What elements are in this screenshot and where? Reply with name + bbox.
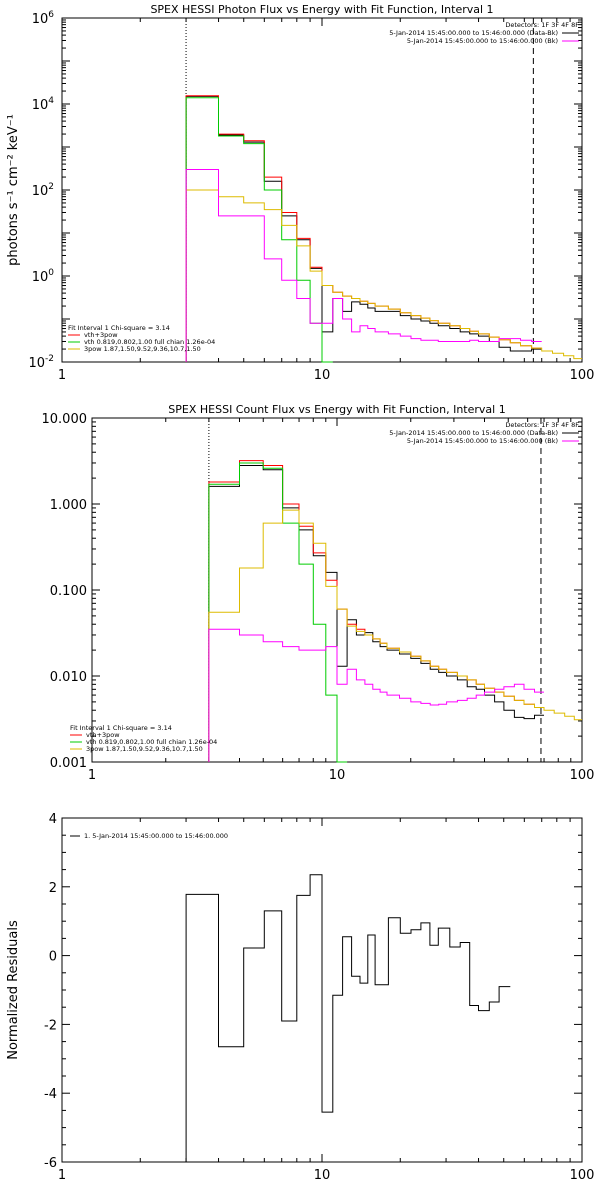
count-fit-legend-entry: 3pow 1.87,1.50,9.52,9.36,10.7,1.50: [86, 745, 203, 753]
residuals-y-tick-label: -4: [44, 1087, 57, 1102]
photon-y-axis-label: photons s⁻¹ cm⁻² keV⁻¹: [6, 114, 21, 266]
count-series-data-bk-line: [208, 465, 544, 762]
photon-fit-legend-entry: 3pow 1.87,1.50,9.52,9.36,10.7,1.50: [84, 345, 201, 353]
count-fit-legend-entry: vth+3pow: [86, 731, 120, 739]
photon-series-3pow-line: [185, 189, 582, 362]
photon-y-tick-label: 104: [32, 96, 55, 113]
count-fit-legend-header: Fit Interval 1 Chi-square = 3.14: [70, 724, 172, 732]
photon-fit-legend-header: Fit Interval 1 Chi-square = 3.14: [68, 324, 170, 332]
photon-flux-plot: SPEX HESSI Photon Flux vs Energy with Fi…: [6, 3, 594, 383]
residuals-y-tick-label: 4: [49, 812, 57, 827]
photon-fit-legend-entry: vth+3pow: [84, 331, 118, 339]
residuals-y-tick-label: 2: [49, 881, 57, 896]
count-x-tick-label: 1: [88, 768, 96, 783]
count-chart-title: SPEX HESSI Count Flux vs Energy with Fit…: [168, 403, 505, 416]
photon-legend-entry: 5-Jan-2014 15:45:00.000 to 15:46:00.000 …: [389, 29, 558, 37]
photon-x-tick-label: 100: [570, 368, 595, 383]
residuals-legend-entry: 1. 5-Jan-2014 15:45:00.000 to 15:46:00.0…: [84, 832, 228, 840]
residuals-y-tick-label: -2: [44, 1018, 57, 1033]
count-legend-entry: 5-Jan-2014 15:45:00.000 to 15:46:00.000 …: [407, 437, 558, 445]
count-y-tick-label: 1.000: [50, 498, 87, 513]
photon-x-tick-label: 10: [314, 368, 331, 383]
count-y-tick-label: 0.010: [50, 670, 87, 685]
count-y-tick-label: 10.000: [42, 412, 88, 427]
count-flux-plot: SPEX HESSI Count Flux vs Energy with Fit…: [42, 403, 595, 783]
photon-y-tick-label: 10-2: [28, 354, 54, 371]
count-x-tick-label: 100: [570, 768, 595, 783]
photon-series-vth-line: [185, 97, 333, 363]
photon-series-bk-line: [185, 169, 542, 362]
count-y-tick-label: 0.100: [50, 584, 87, 599]
photon-y-tick-label: 102: [32, 182, 54, 199]
count-series-3pow-line: [208, 509, 582, 762]
count-legend-header: Detectors: 1F 3F 4F 8F: [505, 421, 579, 429]
count-x-tick-label: 10: [329, 768, 346, 783]
residuals-x-tick-label: 10: [314, 1168, 331, 1183]
photon-y-tick-label: 106: [32, 10, 55, 27]
photon-legend-header: Detectors: 1F 3F 4F 8F: [505, 21, 579, 29]
photon-y-tick-label: 100: [32, 268, 55, 285]
count-series-vth-3pow-line: [208, 460, 544, 762]
count-legend-entry: 5-Jan-2014 15:45:00.000 to 15:46:00.000 …: [389, 429, 558, 437]
photon-legend-entry: 5-Jan-2014 15:45:00.000 to 15:46:00.000 …: [407, 37, 558, 45]
count-series-bk-line: [208, 628, 544, 762]
residuals-plot: 1 10 100 -6 -4 -2 0 2 4 Normalized Residuals 1. 5-…: [6, 812, 594, 1183]
residuals-y-axis-label: Normalized Residuals: [6, 920, 21, 1060]
photon-chart-title: SPEX HESSI Photon Flux vs Energy with Fi…: [150, 3, 493, 16]
residuals-y-tick-label: -6: [44, 1156, 57, 1171]
residuals-y-tick-label: 0: [49, 950, 57, 965]
residuals-series-1-line: [185, 874, 511, 1162]
residuals-x-tick-label: 1: [58, 1168, 66, 1183]
photon-x-tick-label: 1: [58, 368, 66, 383]
count-y-tick-label: 0.001: [50, 756, 87, 771]
count-fit-legend-entry: vth 0.819,0.802,1.00 full chian 1.26e-04: [86, 738, 217, 746]
photon-fit-legend-entry: vth 0.819,0.802,1.00 full chian 1.26e-04: [84, 338, 215, 346]
photon-series-data-bk-line: [185, 95, 542, 362]
residuals-x-tick-label: 100: [570, 1168, 595, 1183]
